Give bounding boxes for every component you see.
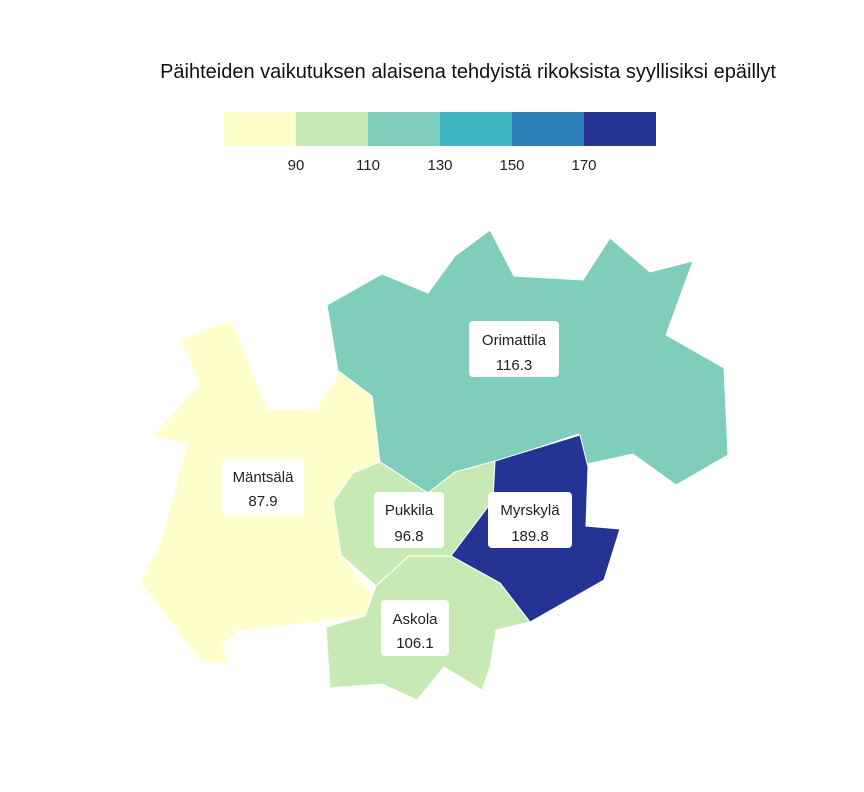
region-name: Orimattila bbox=[482, 332, 547, 349]
label-pukkila: Pukkila 96.8 bbox=[374, 492, 444, 548]
legend-tick-110: 110 bbox=[356, 157, 380, 174]
legend-swatch-0 bbox=[224, 112, 296, 146]
legend: 90 110 130 150 170 bbox=[224, 112, 656, 174]
region-name: Mäntsälä bbox=[233, 469, 295, 486]
label-orimattila: Orimattila 116.3 bbox=[469, 321, 559, 377]
label-askola: Askola 106.1 bbox=[381, 600, 449, 656]
label-mantsala: Mäntsälä 87.9 bbox=[222, 459, 304, 515]
label-box bbox=[222, 459, 304, 515]
label-box bbox=[381, 600, 449, 656]
region-name: Askola bbox=[392, 611, 438, 628]
legend-swatch-1 bbox=[296, 112, 368, 146]
region-name: Myrskylä bbox=[500, 502, 560, 519]
region-value: 106.1 bbox=[396, 635, 434, 652]
region-labels: Orimattila 116.3 Mäntsälä 87.9 Pukkila 9… bbox=[222, 321, 572, 656]
label-myrskyla: Myrskylä 189.8 bbox=[488, 492, 572, 548]
label-box bbox=[488, 492, 572, 548]
legend-swatch-2 bbox=[368, 112, 440, 146]
legend-tick-150: 150 bbox=[499, 157, 524, 174]
region-name: Pukkila bbox=[385, 502, 434, 519]
label-box bbox=[469, 321, 559, 377]
legend-tick-170: 170 bbox=[571, 157, 596, 174]
region-value: 116.3 bbox=[496, 357, 532, 374]
region-value: 189.8 bbox=[511, 528, 549, 545]
legend-tick-90: 90 bbox=[288, 157, 305, 174]
legend-swatch-5 bbox=[584, 112, 656, 146]
label-box bbox=[374, 492, 444, 548]
legend-swatch-4 bbox=[512, 112, 584, 146]
region-value: 96.8 bbox=[394, 528, 423, 545]
legend-swatch-3 bbox=[440, 112, 512, 146]
legend-tick-130: 130 bbox=[427, 157, 452, 174]
map-title: Päihteiden vaikutuksen alaisena tehdyist… bbox=[160, 61, 776, 83]
region-value: 87.9 bbox=[248, 493, 277, 510]
